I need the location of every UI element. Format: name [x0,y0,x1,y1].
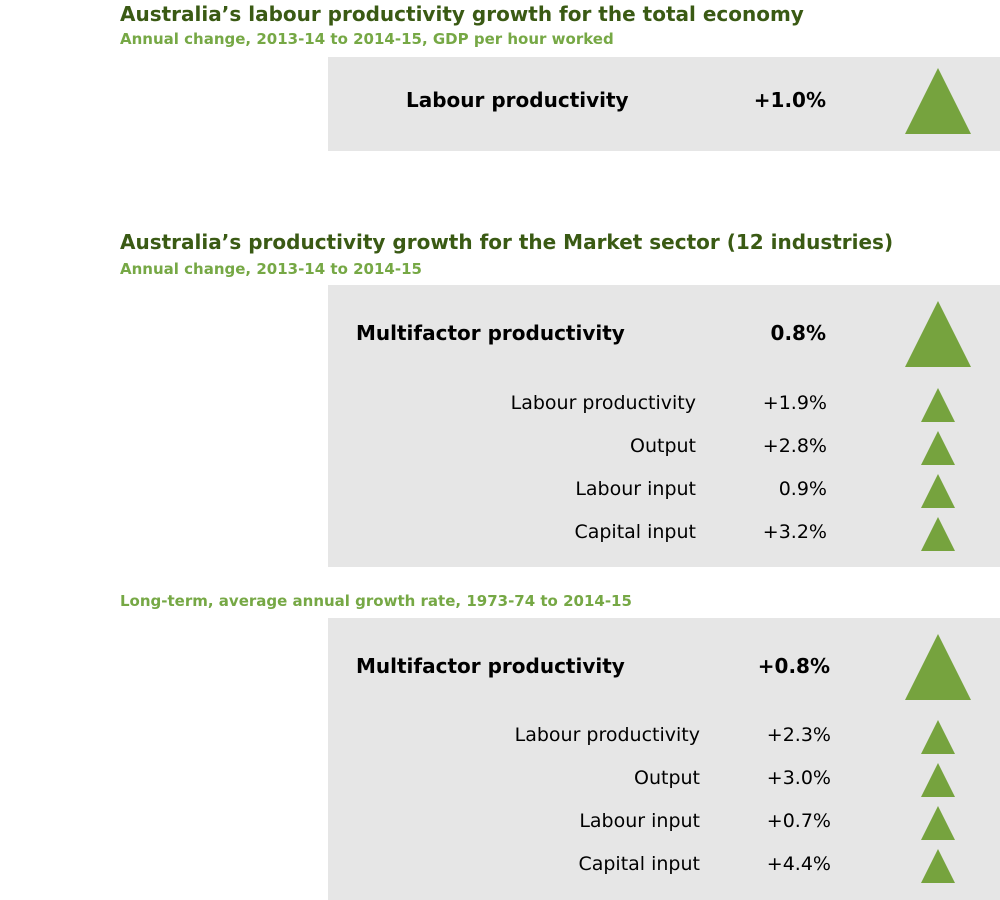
up-arrow-icon [921,720,955,754]
row-label: Labour productivity [514,724,700,746]
labour-productivity-label: Labour productivity [406,88,629,112]
up-arrow-icon [921,849,955,883]
row-label: Capital input [574,521,696,543]
section2-title: Australia’s productivity growth for the … [120,230,894,254]
row-label: Output [634,767,700,789]
mfp-label: Multifactor productivity [356,654,625,678]
section2-subtitle: Annual change, 2013-14 to 2014-15 [120,260,422,278]
mfp-value: 0.8% [770,321,826,345]
up-arrow-icon [921,517,955,551]
section1-subtitle: Annual change, 2013-14 to 2014-15, GDP p… [120,30,614,48]
section2-panel: Multifactor productivity 0.8% Labour pro… [328,285,1000,567]
row-value: +4.4% [766,853,831,875]
row-value: +1.9% [762,392,827,414]
row-value: +3.0% [766,767,831,789]
section1-panel: Labour productivity +1.0% [328,57,1000,151]
row-value: +3.2% [762,521,827,543]
up-arrow-icon [921,474,955,508]
up-arrow-icon [921,431,955,465]
row-label: Labour productivity [510,392,696,414]
up-arrow-icon [921,806,955,840]
row-label: Output [630,435,696,457]
row-label: Labour input [575,478,696,500]
mfp-value: +0.8% [757,654,830,678]
row-value: +0.7% [766,810,831,832]
up-arrow-icon [921,388,955,422]
labour-productivity-value: +1.0% [753,88,826,112]
up-arrow-icon [905,634,971,700]
up-arrow-icon [905,68,971,134]
section3-subtitle: Long-term, average annual growth rate, 1… [120,592,632,610]
section1-title: Australia’s labour productivity growth f… [120,2,804,26]
section3-panel: Multifactor productivity +0.8% Labour pr… [328,618,1000,900]
row-label: Capital input [578,853,700,875]
row-value: +2.3% [766,724,831,746]
mfp-label: Multifactor productivity [356,321,625,345]
up-arrow-icon [921,763,955,797]
row-value: +2.8% [762,435,827,457]
up-arrow-icon [905,301,971,367]
row-label: Labour input [579,810,700,832]
row-value: 0.9% [778,478,827,500]
